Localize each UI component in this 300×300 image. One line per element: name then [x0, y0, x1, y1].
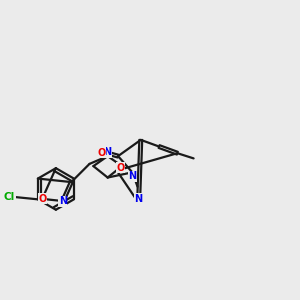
Text: O: O [98, 148, 106, 158]
Text: N: N [128, 171, 136, 181]
Text: N: N [59, 196, 67, 206]
Text: Cl: Cl [4, 192, 15, 202]
Text: O: O [38, 194, 46, 204]
Text: N: N [134, 194, 142, 204]
Text: O: O [117, 163, 125, 173]
Text: N: N [103, 147, 112, 157]
